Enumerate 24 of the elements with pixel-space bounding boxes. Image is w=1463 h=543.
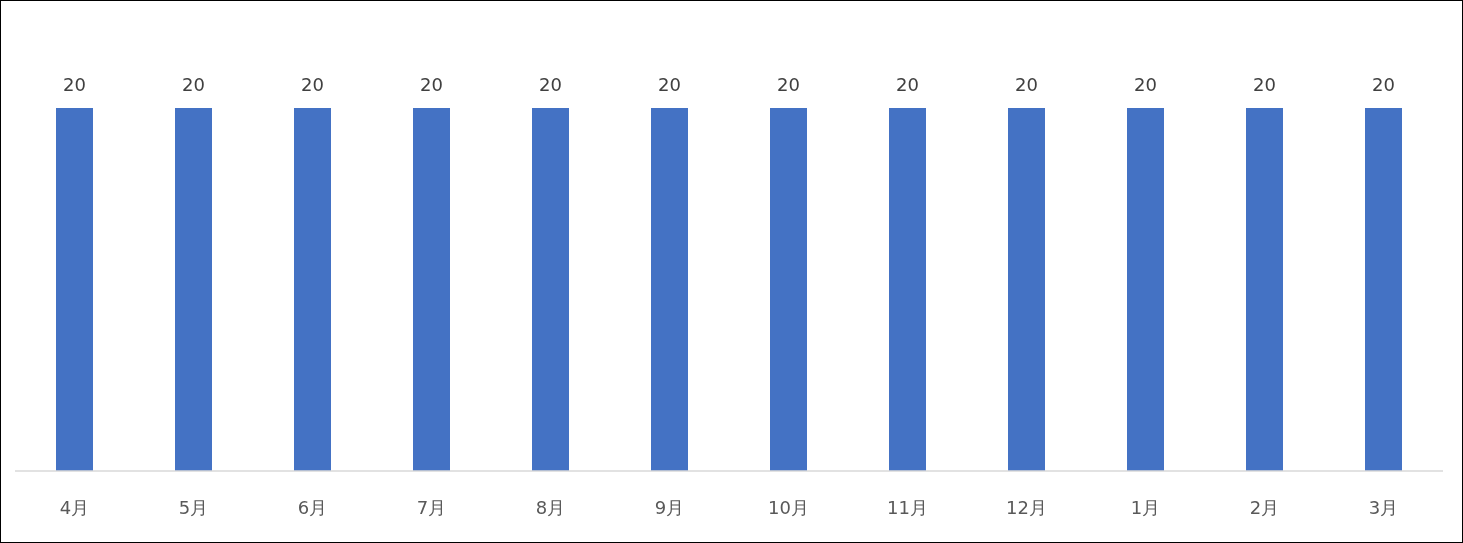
data-label: 20: [420, 74, 443, 95]
x-tick-label: 6月: [297, 497, 328, 518]
data-label: 20: [301, 74, 324, 95]
data-label: 20: [777, 74, 800, 95]
x-tick-label: 1月: [1130, 497, 1161, 518]
data-label: 20: [63, 74, 86, 95]
x-tick-label: 11月: [887, 497, 928, 518]
data-label: 20: [539, 74, 562, 95]
data-label: 20: [1134, 74, 1157, 95]
x-tick-label: 5月: [178, 497, 209, 518]
x-tick-label: 3月: [1368, 497, 1399, 518]
x-tick-label: 9月: [654, 497, 685, 518]
x-tick-label: 10月: [768, 497, 809, 518]
data-label: 20: [1015, 74, 1038, 95]
x-tick-label: 8月: [535, 497, 566, 518]
x-tick-label: 4月: [59, 497, 90, 518]
x-tick-label: 2月: [1249, 497, 1280, 518]
data-label: 20: [658, 74, 681, 95]
data-label: 20: [896, 74, 919, 95]
x-tick-label: 12月: [1006, 497, 1047, 518]
x-tick-label: 7月: [416, 497, 447, 518]
data-label: 20: [1253, 74, 1276, 95]
data-label: 20: [182, 74, 205, 95]
data-label: 20: [1372, 74, 1395, 95]
